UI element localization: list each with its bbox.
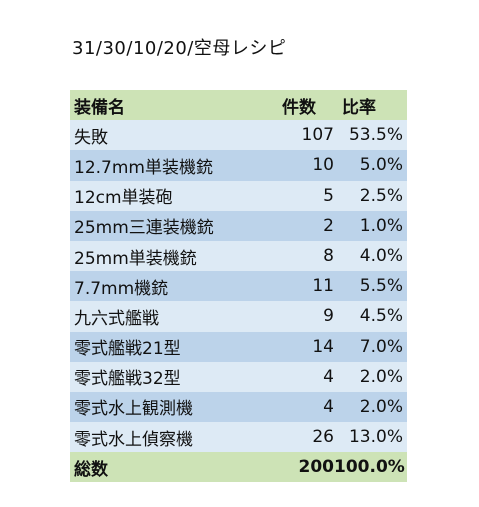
cell-name: 25mm単装機銃: [74, 248, 197, 269]
cell-ratio: 7.0%: [359, 336, 403, 357]
cell-name: 零式水上偵察機: [74, 429, 193, 450]
cell-ratio: 2.0%: [359, 396, 403, 417]
cell-name: 零式艦戦32型: [74, 369, 181, 390]
cell-ratio: 13.0%: [348, 427, 403, 448]
table-row: 零式水上観測機 4 2.0%: [70, 391, 407, 423]
cell-name: 九六式艦戦: [74, 308, 159, 329]
table-row: 失敗 107 53.5%: [70, 120, 407, 151]
total-name: 総数: [74, 459, 108, 480]
cell-count: 2: [323, 215, 334, 236]
table-row: 零式艦戦32型 4 2.0%: [70, 361, 407, 392]
cell-count: 8: [323, 246, 334, 267]
cell-name: 25mm三連装機銃: [74, 218, 214, 239]
cell-ratio: 4.0%: [359, 246, 403, 267]
table-row: 25mm三連装機銃 2 1.0%: [70, 210, 407, 241]
cell-ratio: 53.5%: [348, 125, 403, 146]
table-row: 12cm単装砲 5 2.5%: [70, 180, 407, 211]
cell-name: 失敗: [74, 127, 108, 148]
cell-count: 10: [312, 155, 334, 176]
table-row: 零式艦戦21型 14 7.0%: [70, 331, 407, 362]
header-count: 件数: [282, 97, 316, 118]
cell-ratio: 5.5%: [359, 276, 403, 297]
cell-name: 12cm単装砲: [74, 188, 173, 209]
table-row: 7.7mm機銃 11 5.5%: [70, 271, 407, 302]
cell-ratio: 2.0%: [359, 366, 403, 387]
table-total-row: 総数 200 100.0%: [70, 452, 407, 483]
page-title: 31/30/10/20/空母レシピ: [72, 38, 287, 59]
table-row: 12.7mm単装機銃 10 5.0%: [70, 150, 407, 181]
table-row: 零式水上偵察機 26 13.0%: [70, 422, 407, 453]
cell-count: 5: [323, 185, 334, 206]
cell-count: 11: [312, 276, 334, 297]
cell-count: 107: [301, 125, 334, 146]
cell-count: 26: [312, 427, 334, 448]
cell-name: 零式水上観測機: [74, 399, 193, 420]
cell-name: 12.7mm単装機銃: [74, 157, 213, 178]
header-name: 装備名: [74, 97, 125, 118]
table-row: 25mm単装機銃 8 4.0%: [70, 240, 407, 272]
recipe-table: 装備名 件数 比率 失敗 107 53.5% 12.7mm単装機銃 10 5.0…: [70, 90, 407, 483]
cell-count: 9: [323, 306, 334, 327]
cell-ratio: 4.5%: [359, 306, 403, 327]
total-ratio: 100.0%: [334, 457, 405, 478]
cell-name: 7.7mm機銃: [74, 278, 169, 299]
cell-ratio: 1.0%: [359, 215, 403, 236]
total-count: 200: [298, 457, 335, 478]
table-row: 九六式艦戦 9 4.5%: [70, 301, 407, 332]
cell-count: 14: [312, 336, 334, 357]
cell-count: 4: [323, 366, 334, 387]
cell-ratio: 5.0%: [359, 155, 403, 176]
header-ratio: 比率: [342, 97, 376, 118]
cell-ratio: 2.5%: [359, 185, 403, 206]
table-header: 装備名 件数 比率: [70, 90, 407, 121]
cell-count: 4: [323, 396, 334, 417]
cell-name: 零式艦戦21型: [74, 339, 181, 360]
